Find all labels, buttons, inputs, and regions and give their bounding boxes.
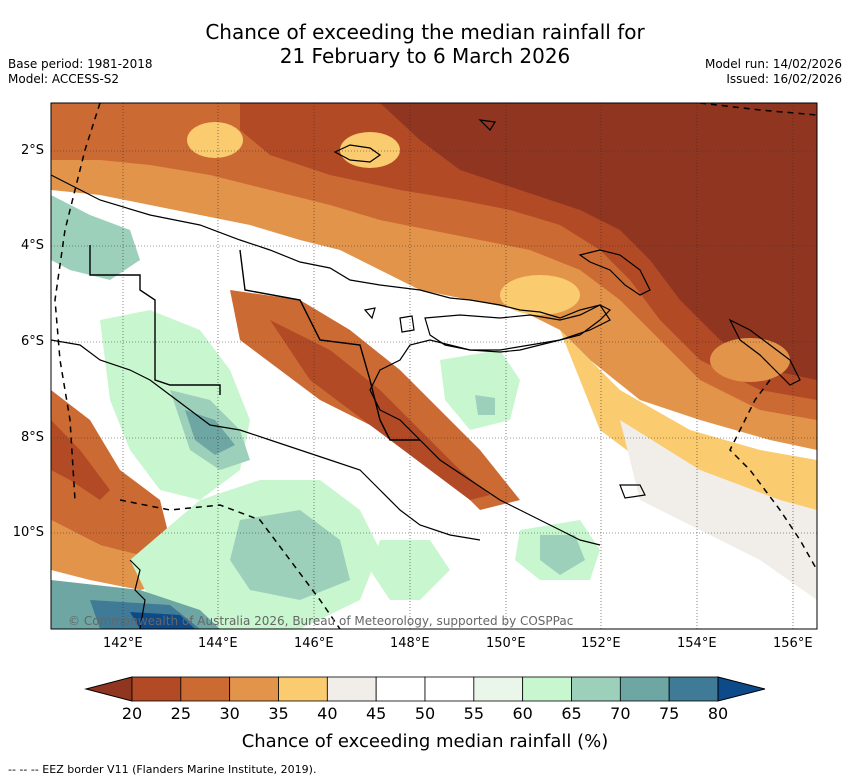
coastlines (51, 119, 801, 629)
map-title-line1: Chance of exceeding the median rainfall … (205, 20, 645, 44)
colorbar-tick-label: 80 (707, 704, 729, 723)
colorbar-segment (619, 676, 670, 702)
colorbar-segment (180, 676, 231, 702)
colorbar-tick-label: 35 (268, 704, 289, 723)
colorbar-tick-label: 50 (414, 704, 436, 723)
colorbar-segment (571, 676, 621, 702)
colorbar-segment (424, 676, 475, 702)
colorbar-segment (668, 676, 719, 702)
model-run: Model run: 14/02/2026 (704, 57, 842, 71)
eez-footnote: -- -- -- EEZ border V11 (Flanders Marine… (8, 763, 317, 776)
longitude-label: 144°E (198, 636, 238, 651)
colorbar-segment (278, 676, 328, 702)
eez-border (54, 103, 817, 629)
issued-date: Issued: 16/02/2026 (726, 72, 842, 86)
colorbar-tick-label: 75 (658, 704, 680, 723)
colorbar-tick-label: 60 (512, 704, 533, 723)
latitude-label: 6°S (20, 334, 44, 349)
longitude-label: 150°E (486, 636, 526, 651)
latitude-label: 4°S (20, 238, 44, 253)
colorbar-label: Chance of exceeding median rainfall (%) (241, 731, 609, 752)
colorbar-tick-label: 30 (219, 704, 240, 723)
latitude-label: 2°S (20, 143, 44, 158)
map-title-line2: 21 February to 6 March 2026 (279, 44, 571, 68)
longitude-label: 146°E (294, 636, 334, 651)
colorbar-tick-label: 70 (610, 704, 631, 723)
colorbar-tick-label: 25 (170, 704, 192, 723)
colorbar-segment (131, 676, 182, 702)
colorbar (84, 676, 766, 702)
colorbar-tick-label: 20 (121, 704, 143, 723)
latitude-label: 8°S (20, 430, 44, 445)
longitude-label: 148°E (390, 636, 430, 651)
colorbar-segment (229, 676, 279, 702)
model-name: Model: ACCESS-S2 (8, 72, 120, 86)
colorbar-extend-low (84, 676, 133, 702)
colorbar-tick-label: 65 (561, 704, 582, 723)
colorbar-segment (473, 676, 524, 702)
colorbar-segment (522, 676, 572, 702)
colorbar-segment (375, 676, 426, 702)
longitude-label: 154°E (677, 636, 717, 651)
borders (89, 245, 420, 441)
map-field (51, 103, 817, 629)
colorbar-tick-label: 45 (365, 704, 387, 723)
longitude-label: 152°E (581, 636, 621, 651)
latitude-label: 10°S (12, 525, 44, 540)
base-period: Base period: 1981-2018 (8, 57, 153, 71)
colorbar-extend-high (717, 676, 766, 702)
longitude-label: 142°E (103, 636, 143, 651)
colorbar-tick-label: 55 (463, 704, 485, 723)
colorbar-segment (326, 676, 377, 702)
colorbar-tick-label: 40 (317, 704, 338, 723)
copyright-text: © Commonwealth of Australia 2026, Bureau… (68, 614, 573, 628)
longitude-label: 156°E (773, 636, 813, 651)
